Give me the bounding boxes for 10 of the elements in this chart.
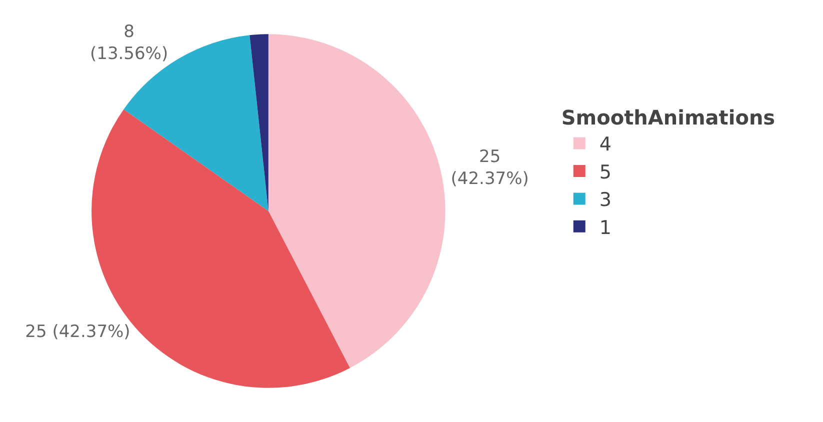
- pie-slice: [250, 34, 268, 211]
- legend-label: 3: [599, 189, 612, 212]
- pie-slice: [268, 34, 446, 368]
- legend-title: SmoothAnimations: [561, 105, 776, 130]
- legend-label: 1: [599, 216, 612, 239]
- legend-label: 4: [599, 134, 612, 156]
- data-label: 25 (42.37%): [450, 146, 529, 189]
- data-label: 25 (42.37%): [25, 322, 130, 342]
- data-label: 8 (13.56%): [90, 22, 168, 64]
- legend-label: 5: [599, 161, 612, 184]
